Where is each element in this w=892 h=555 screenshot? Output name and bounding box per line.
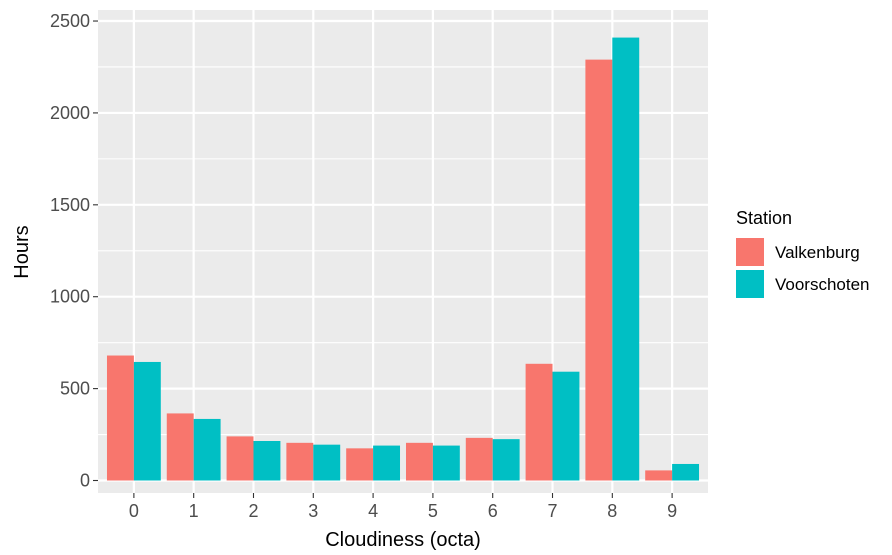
x-axis: 0 1 2 3 4 5 6 7 8 9: [129, 493, 677, 521]
bar-voorschoten-5: [432, 445, 460, 481]
bar-voorschoten-8: [612, 37, 640, 481]
legend-key-voorschoten: [736, 270, 764, 298]
y-tick-label: 0: [80, 471, 90, 491]
x-tick-label: 7: [548, 501, 558, 521]
y-tick-label: 1000: [50, 287, 90, 307]
x-tick-label: 9: [667, 501, 677, 521]
legend-title: Station: [736, 208, 792, 228]
bar-valkenburg-9: [645, 470, 673, 481]
bar-valkenburg-3: [286, 442, 314, 481]
y-tick-label: 2500: [50, 11, 90, 31]
bar-valkenburg-4: [346, 448, 374, 481]
bar-valkenburg-1: [166, 413, 194, 481]
x-tick-label: 8: [607, 501, 617, 521]
bar-valkenburg-2: [226, 436, 254, 481]
bar-voorschoten-4: [373, 445, 401, 481]
bar-voorschoten-7: [552, 371, 580, 481]
x-axis-title: Cloudiness (octa): [325, 529, 481, 551]
bar-voorschoten-6: [492, 439, 520, 481]
bar-valkenburg-7: [525, 363, 553, 481]
bars: [106, 37, 700, 481]
x-tick-label: 3: [308, 501, 318, 521]
bar-voorschoten-2: [253, 440, 281, 481]
y-tick-label: 500: [60, 379, 90, 399]
legend-label-voorschoten: Voorschoten: [775, 275, 870, 294]
bar-valkenburg-6: [465, 437, 493, 481]
y-axis: 0 500 1000 1500 2000 2500: [50, 11, 98, 491]
x-tick-label: 0: [129, 501, 139, 521]
x-tick-label: 2: [248, 501, 258, 521]
x-tick-label: 1: [189, 501, 199, 521]
bar-valkenburg-0: [106, 355, 134, 481]
bar-voorschoten-3: [313, 444, 341, 481]
y-axis-title: Hours: [11, 225, 33, 278]
x-tick-label: 4: [368, 501, 378, 521]
bar-valkenburg-5: [405, 442, 433, 481]
legend-label-valkenburg: Valkenburg: [775, 243, 860, 262]
legend-key-valkenburg: [736, 238, 764, 266]
bar-voorschoten-9: [672, 463, 700, 481]
x-tick-label: 5: [428, 501, 438, 521]
bar-voorschoten-0: [133, 361, 161, 481]
legend: Station Valkenburg Voorschoten: [736, 208, 870, 298]
x-tick-label: 6: [488, 501, 498, 521]
y-tick-label: 2000: [50, 103, 90, 123]
y-tick-label: 1500: [50, 195, 90, 215]
bar-voorschoten-1: [193, 418, 221, 481]
bar-valkenburg-8: [585, 59, 613, 481]
